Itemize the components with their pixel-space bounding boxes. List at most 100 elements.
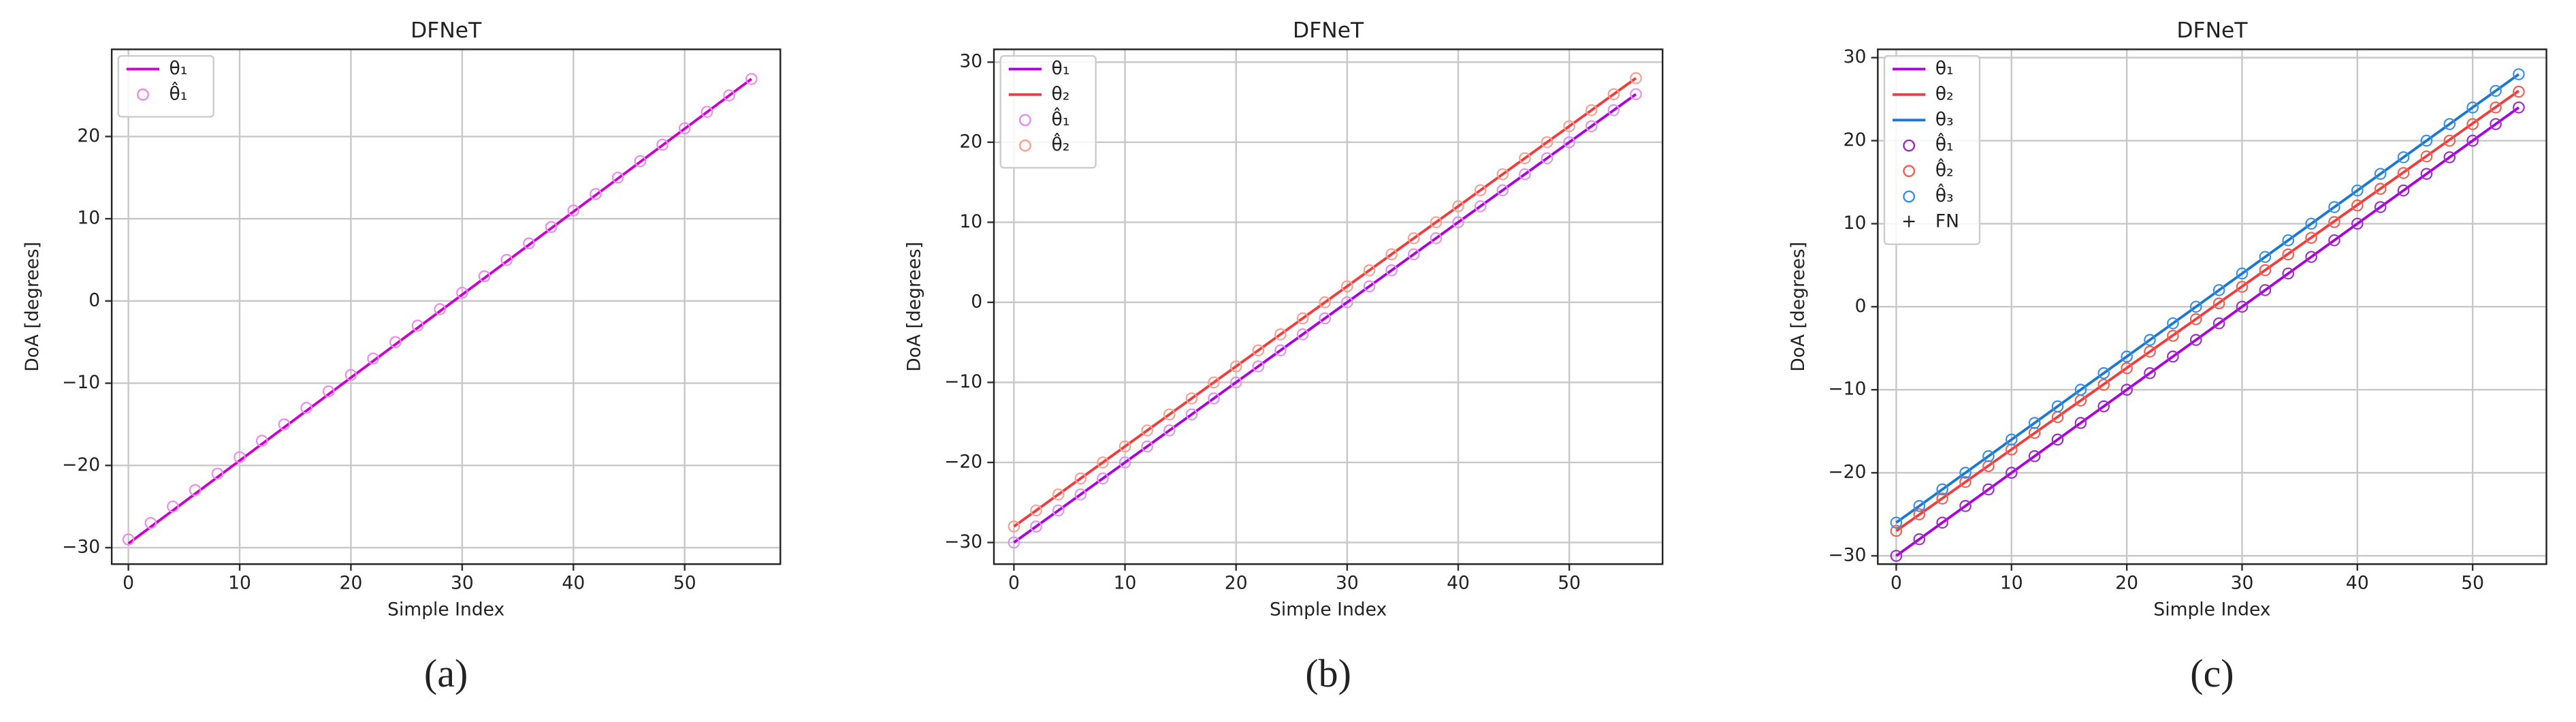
x-tick-label: 30 [2231, 573, 2254, 594]
data-point [2397, 184, 2410, 197]
data-point [2420, 134, 2433, 147]
caption: (b) [1305, 651, 1351, 695]
data-point [500, 253, 513, 266]
data-point [1474, 184, 1487, 197]
data-point [1913, 533, 1926, 546]
data-point [1052, 488, 1065, 501]
data-point [2490, 101, 2502, 114]
data-point [167, 500, 179, 513]
y-tick-label: −30 [62, 537, 100, 558]
data-point [1296, 312, 1309, 325]
data-point [1008, 520, 1020, 533]
data-point [2466, 118, 2479, 130]
data-point [1430, 216, 1443, 229]
data-point [2259, 284, 2272, 296]
y-tick-label: −10 [1828, 379, 1866, 400]
data-point [2144, 367, 2156, 379]
x-tick-label: 40 [2346, 573, 2369, 594]
data-point [1185, 408, 1198, 421]
data-point [2466, 101, 2479, 114]
data-point [1296, 328, 1309, 341]
data-point [1229, 376, 1242, 389]
data-point [1407, 248, 1420, 261]
data-point [2443, 118, 2456, 130]
data-point [2397, 167, 2410, 179]
data-point [2236, 300, 2249, 313]
data-point [2144, 345, 2156, 358]
x-axis-label: Simple Index [1270, 599, 1387, 620]
x-tick-label: 0 [123, 573, 134, 594]
legend-label: θ₃ [1935, 109, 1954, 130]
y-tick-label: −20 [1828, 462, 1866, 483]
data-point [1118, 456, 1131, 469]
data-point [2305, 232, 2317, 244]
data-point [2328, 216, 2340, 228]
legend-label: θ₂ [1935, 83, 1954, 104]
chart-title: DFNeT [410, 18, 482, 43]
chart-title: DFNeT [2176, 18, 2248, 43]
y-tick-label: 30 [959, 51, 982, 72]
data-point [1252, 344, 1265, 357]
x-tick-label: 50 [2461, 573, 2484, 594]
y-axis-label: DoA [degrees] [22, 242, 43, 372]
y-tick-label: −10 [62, 372, 100, 393]
data-point [1959, 500, 1971, 512]
plot-frame [1877, 48, 2547, 565]
x-tick-label: 0 [1008, 573, 1020, 594]
data-point [2097, 367, 2110, 379]
data-point [2351, 199, 2364, 212]
series-line [127, 78, 752, 545]
data-point [2259, 251, 2272, 263]
data-point [2466, 134, 2479, 147]
data-point [1585, 120, 1598, 133]
legend-label: θ̂₂ [1051, 132, 1069, 155]
legend-label: θ₂ [1051, 83, 1069, 104]
y-tick-label: 20 [1844, 129, 1867, 151]
y-axis-label: DoA [degrees] [904, 242, 925, 372]
x-axis-label: Simple Index [2153, 599, 2270, 620]
series-line [1895, 106, 2520, 557]
data-point [2074, 383, 2087, 396]
x-tick-label: 30 [451, 573, 474, 594]
data-point [1274, 344, 1287, 357]
legend-swatch [1903, 139, 1916, 152]
data-point [1363, 264, 1376, 277]
data-point [434, 303, 447, 315]
y-tick-label: 0 [88, 289, 100, 311]
data-point [1630, 72, 1642, 84]
data-point [2374, 201, 2387, 213]
data-point [2097, 379, 2110, 391]
data-point [1208, 376, 1220, 389]
legend-label: θ̂₁ [170, 81, 188, 104]
data-point [1607, 88, 1620, 101]
y-tick-label: −20 [62, 454, 100, 475]
data-point [2189, 334, 2202, 346]
data-point [567, 204, 580, 217]
legend-swatch [1018, 114, 1031, 127]
data-point [1936, 516, 1949, 529]
data-point [322, 385, 335, 398]
data-point [2028, 417, 2041, 429]
x-tick-label: 40 [1447, 573, 1470, 594]
data-point [2420, 150, 2433, 163]
data-point [211, 467, 224, 480]
data-point [389, 336, 402, 349]
data-point [590, 188, 602, 200]
x-tick-label: 10 [2000, 573, 2023, 594]
data-point [1208, 392, 1220, 405]
data-point [1341, 280, 1353, 293]
x-tick-label: 20 [1225, 573, 1248, 594]
data-point [2167, 317, 2179, 330]
data-point [2189, 313, 2202, 326]
data-point [2374, 168, 2387, 180]
data-point [1385, 264, 1398, 277]
data-point [2351, 217, 2364, 230]
data-point [2513, 85, 2525, 98]
chart-title: DFNeT [1293, 18, 1364, 43]
data-point [2212, 317, 2225, 330]
data-point [1163, 424, 1176, 437]
data-point [1890, 516, 1903, 529]
y-tick-label: 10 [77, 208, 100, 229]
data-point [1496, 184, 1509, 197]
data-point [1563, 120, 1575, 133]
